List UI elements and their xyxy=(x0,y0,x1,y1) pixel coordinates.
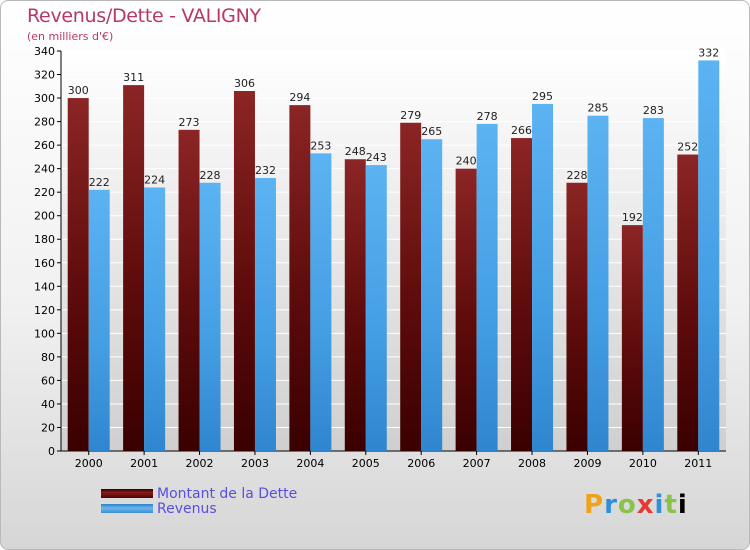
y-tick-label: 60 xyxy=(41,374,55,387)
bar-dette xyxy=(566,182,588,451)
bar-revenus xyxy=(532,103,554,452)
y-tick-label: 260 xyxy=(34,139,55,152)
x-tick-label: 2003 xyxy=(241,457,269,470)
legend-swatch-dette xyxy=(101,489,153,498)
y-tick-label: 140 xyxy=(34,280,55,293)
data-label-revenus: 222 xyxy=(89,176,110,189)
bar-dette xyxy=(289,105,311,451)
bar-revenus xyxy=(199,182,221,451)
data-label-revenus: 295 xyxy=(532,90,553,103)
bar-dette xyxy=(511,138,533,451)
bar-revenus xyxy=(365,165,387,451)
bar-dette xyxy=(344,159,366,451)
data-label-dette: 192 xyxy=(622,211,643,224)
x-tick-label: 2011 xyxy=(684,457,712,470)
legend-swatch-revenus xyxy=(101,504,153,513)
data-label-dette: 248 xyxy=(345,145,366,158)
y-tick-label: 20 xyxy=(41,421,55,434)
x-tick-label: 2001 xyxy=(130,457,158,470)
bar-revenus xyxy=(642,118,664,451)
y-tick-label: 280 xyxy=(34,116,55,129)
data-label-dette: 273 xyxy=(179,116,200,129)
x-tick-label: 2005 xyxy=(352,457,380,470)
x-tick-label: 2008 xyxy=(518,457,546,470)
data-label-revenus: 332 xyxy=(698,46,719,59)
data-label-revenus: 224 xyxy=(144,173,165,186)
plot-area xyxy=(61,51,726,451)
y-tick-label: 180 xyxy=(34,233,55,246)
data-label-revenus: 243 xyxy=(366,151,387,164)
bar-revenus xyxy=(587,115,609,452)
data-label-revenus: 283 xyxy=(643,104,664,117)
bar-revenus xyxy=(144,187,166,451)
bar-dette xyxy=(123,85,145,451)
proxiti-logo: Proxiti xyxy=(584,490,688,520)
y-tick-label: 320 xyxy=(34,69,55,82)
x-tick-label: 2000 xyxy=(75,457,103,470)
bar-revenus xyxy=(310,153,332,451)
data-label-dette: 266 xyxy=(511,124,532,137)
x-tick-label: 2010 xyxy=(629,457,657,470)
y-tick-label: 100 xyxy=(34,327,55,340)
data-label-dette: 252 xyxy=(677,141,698,154)
x-tick-label: 2002 xyxy=(186,457,214,470)
y-tick-label: 80 xyxy=(41,351,55,364)
data-label-dette: 240 xyxy=(456,155,477,168)
bar-dette xyxy=(67,98,89,451)
bar-dette xyxy=(455,168,477,451)
y-tick-label: 340 xyxy=(34,45,55,58)
data-label-dette: 300 xyxy=(68,84,89,97)
data-label-dette: 228 xyxy=(566,169,587,182)
chart-title: Revenus/Dette - VALIGNY xyxy=(27,5,261,27)
x-tick-label: 2006 xyxy=(407,457,435,470)
y-tick-label: 220 xyxy=(34,186,55,199)
bar-dette xyxy=(178,129,200,451)
bar-revenus xyxy=(88,189,110,451)
bar-dette xyxy=(233,91,255,451)
data-label-dette: 279 xyxy=(400,109,421,122)
x-tick-label: 2007 xyxy=(463,457,491,470)
chart-subtitle: (en milliers d'€) xyxy=(27,30,114,43)
data-label-revenus: 228 xyxy=(200,169,221,182)
data-label-revenus: 253 xyxy=(310,139,331,152)
data-label-revenus: 232 xyxy=(255,164,276,177)
data-label-revenus: 265 xyxy=(421,125,442,138)
x-tick-label: 2004 xyxy=(296,457,324,470)
bar-dette xyxy=(400,122,422,451)
bar-revenus xyxy=(254,178,276,451)
data-label-dette: 306 xyxy=(234,77,255,90)
legend-label-revenus: Revenus xyxy=(157,501,217,517)
bar-revenus xyxy=(421,139,443,451)
bar-dette xyxy=(621,225,643,451)
y-tick-label: 240 xyxy=(34,163,55,176)
y-tick-label: 160 xyxy=(34,257,55,270)
y-tick-label: 40 xyxy=(41,398,55,411)
x-tick-label: 2009 xyxy=(573,457,601,470)
legend-label-dette: Montant de la Dette xyxy=(157,486,298,502)
bar-revenus xyxy=(698,60,720,451)
bar-dette xyxy=(677,154,699,451)
data-label-dette: 294 xyxy=(289,91,310,104)
bar-revenus xyxy=(476,123,498,452)
data-label-dette: 311 xyxy=(123,71,144,84)
y-tick-label: 120 xyxy=(34,304,55,317)
data-label-revenus: 278 xyxy=(477,110,498,123)
y-tick-label: 200 xyxy=(34,210,55,223)
y-tick-label: 300 xyxy=(34,92,55,105)
y-tick-label: 0 xyxy=(48,445,55,458)
data-label-revenus: 285 xyxy=(587,102,608,115)
